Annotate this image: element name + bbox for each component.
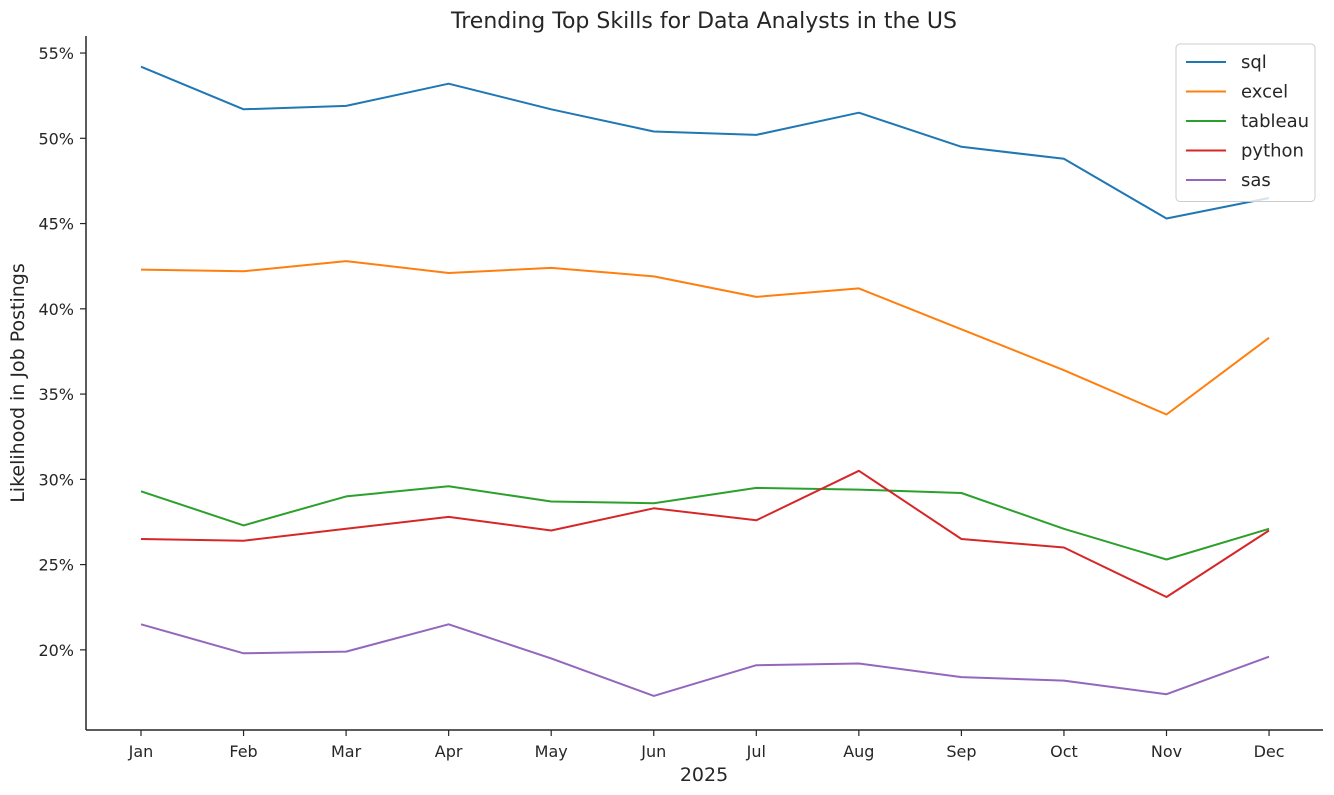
x-tick-label: Mar [331,742,362,761]
legend-label-sql: sql [1241,52,1267,73]
y-tick-label: 30% [38,470,74,489]
x-tick-label: Nov [1151,742,1182,761]
legend-label-python: python [1241,141,1304,162]
x-tick-label: Aug [843,742,874,761]
y-tick-label: 45% [38,215,74,234]
y-tick-label: 55% [38,44,74,63]
series-line-python [140,469,1270,598]
y-tick-label: 20% [38,641,74,660]
y-tick-label: 35% [38,385,74,404]
y-tick-label: 25% [38,556,74,575]
x-tick-label: Feb [229,742,257,761]
legend-label-tableau: tableau [1241,111,1309,132]
legend-box [1175,43,1316,202]
x-tick-label: May [535,742,568,761]
x-axis-label: 2025 [680,764,728,786]
y-tick-label: 50% [38,129,74,148]
y-tick-label: 40% [38,300,74,319]
series-line-sas [140,623,1270,697]
x-tick-label: Dec [1254,742,1285,761]
x-tick-label: Jan [128,742,154,761]
x-tick-label: Jun [640,742,666,761]
series-line-sql [140,65,1270,220]
plot-area: Jan Feb Mar Apr May Jun Jul Aug Sep Oct Nov Dec 20% 2… [38,36,1323,761]
x-tick-label: Jul [746,742,766,761]
legend-label-sas: sas [1241,170,1271,191]
chart-title: Trending Top Skills for Data Analysts in… [450,9,957,34]
x-tick-label: Sep [946,742,976,761]
y-axis-label: Likelihood in Job Postings [7,263,29,503]
x-tick-label: Oct [1050,742,1078,761]
series-line-excel [140,260,1270,416]
legend: sql excel tableau python sas [1175,43,1316,202]
series-line-tableau [140,485,1270,561]
legend-label-excel: excel [1241,82,1288,103]
x-tick-label: Apr [435,742,463,761]
